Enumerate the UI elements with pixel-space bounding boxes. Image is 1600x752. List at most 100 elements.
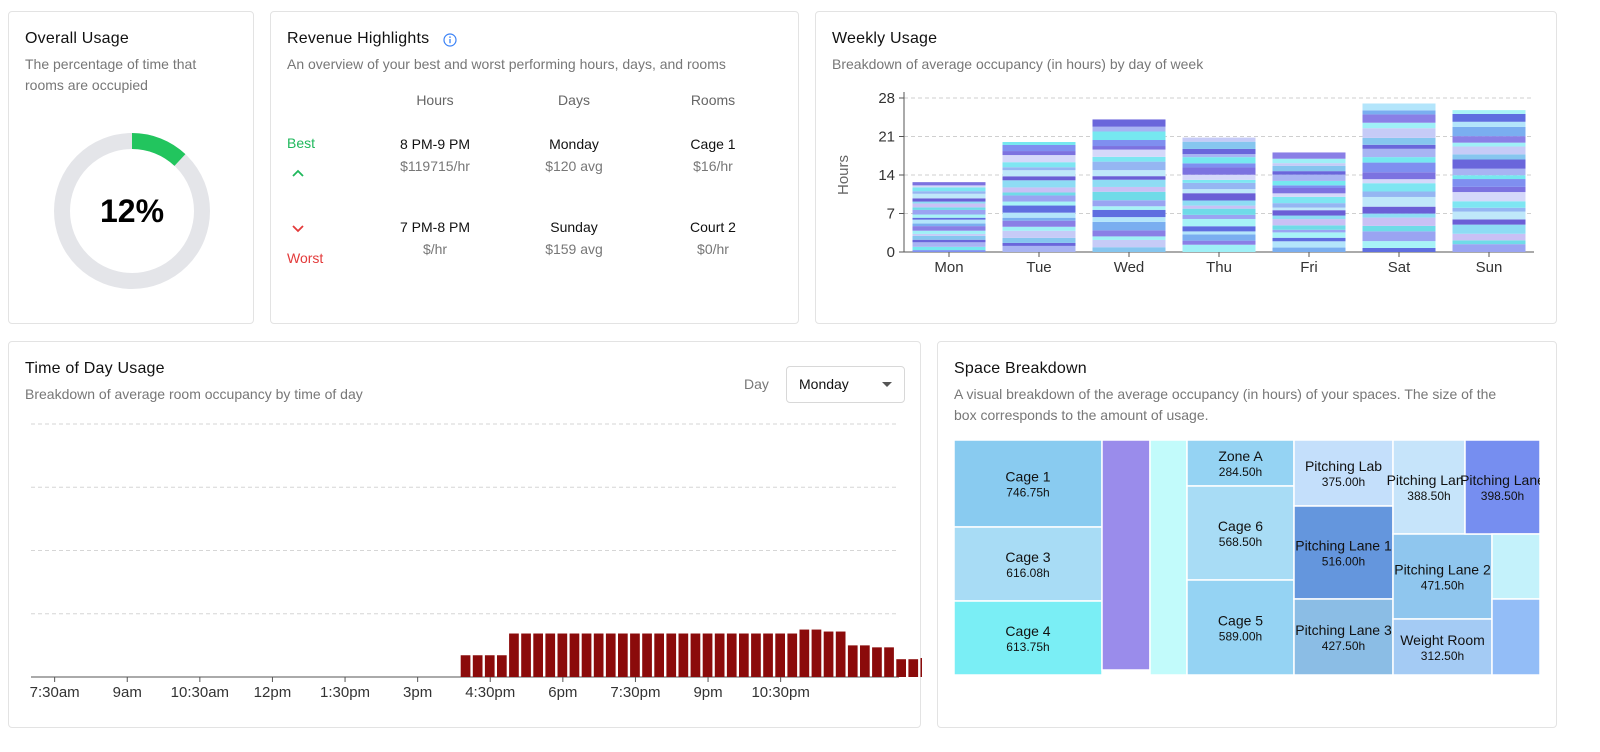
treemap-tile-name: Zone A bbox=[1218, 448, 1263, 464]
weekly-bar-segment bbox=[1272, 163, 1346, 166]
weekly-bar-segment bbox=[1272, 185, 1346, 188]
weekly-bar-segment bbox=[1272, 174, 1346, 181]
tod-bar bbox=[630, 633, 640, 677]
tod-bar bbox=[860, 645, 870, 677]
weekly-bar-segment bbox=[1002, 237, 1076, 243]
treemap-tile-name: Cage 4 bbox=[1005, 623, 1050, 639]
weekly-usage-subtitle: Breakdown of average occupancy (in hours… bbox=[832, 56, 1204, 72]
weekly-bar-segment bbox=[1362, 225, 1436, 232]
weekly-bar-segment bbox=[1182, 205, 1256, 209]
weekly-bar-segment bbox=[912, 209, 986, 215]
worst-label: Worst bbox=[287, 250, 324, 266]
weekly-bar-segment bbox=[1002, 195, 1076, 202]
best-rooms-cell: Cage 1 $16/hr bbox=[653, 136, 773, 174]
time-of-day-title: Time of Day Usage bbox=[25, 360, 165, 377]
weekly-bar-segment bbox=[1092, 179, 1166, 187]
weekly-bar-segment bbox=[1362, 172, 1436, 180]
space-breakdown-card: Space Breakdown A visual breakdown of th… bbox=[937, 341, 1557, 728]
weekly-bar-segment bbox=[1362, 157, 1436, 163]
treemap-tile-value: 516.00h bbox=[1322, 555, 1365, 569]
treemap-tile-value: 471.50h bbox=[1421, 579, 1464, 593]
space-breakdown-subtitle: A visual breakdown of the average occupa… bbox=[954, 384, 1496, 426]
treemap-tile-rect bbox=[1464, 440, 1540, 535]
weekly-bar-segment bbox=[912, 214, 986, 218]
treemap-tile-rect bbox=[1186, 579, 1295, 675]
tod-bar bbox=[775, 633, 785, 677]
weekly-bar-segment bbox=[912, 201, 986, 204]
day-select[interactable]: Monday bbox=[786, 366, 905, 403]
weekly-bar-segment bbox=[1092, 209, 1166, 218]
tod-bar bbox=[751, 633, 761, 677]
weekly-bar-segment bbox=[1362, 241, 1436, 248]
weekly-bar-segment bbox=[1452, 113, 1526, 122]
tod-bar bbox=[472, 655, 483, 677]
weekly-bar-segment bbox=[1182, 189, 1256, 194]
tod-bar bbox=[533, 633, 543, 677]
weekly-x-tick-label: Sun bbox=[1476, 259, 1503, 276]
donut-fill bbox=[54, 133, 210, 289]
tod-bar bbox=[726, 633, 737, 677]
weekly-bar-segment bbox=[1182, 163, 1256, 168]
tod-bar bbox=[557, 633, 568, 677]
treemap-tile bbox=[1101, 440, 1151, 671]
weekly-bar-segment bbox=[1452, 175, 1526, 180]
weekly-bar-segment bbox=[1272, 207, 1346, 211]
weekly-bar-segment bbox=[1272, 196, 1346, 204]
weekly-bar-segment bbox=[1002, 162, 1076, 168]
weekly-bar-segment bbox=[1452, 142, 1526, 147]
treemap-tile-value: 568.50h bbox=[1219, 535, 1262, 549]
weekly-x-tick-label: Mon bbox=[934, 259, 963, 276]
weekly-usage-card: Weekly Usage Breakdown of average occupa… bbox=[815, 11, 1557, 324]
worst-hours-cell: 7 PM-8 PM $/hr bbox=[375, 219, 495, 257]
weekly-bar-segment bbox=[1182, 137, 1256, 142]
usage-percent: 12% bbox=[99, 192, 165, 229]
tod-bar bbox=[666, 633, 677, 677]
weekly-bar-segment bbox=[1182, 148, 1256, 155]
treemap-tile-name: Cage 6 bbox=[1218, 518, 1263, 534]
weekly-bar-segment bbox=[1182, 231, 1256, 235]
weekly-bar-segment bbox=[1002, 151, 1076, 156]
caret-down-icon bbox=[882, 382, 892, 387]
weekly-bar-segment bbox=[1092, 230, 1166, 237]
tod-bar bbox=[835, 631, 846, 677]
weekly-bar-segment bbox=[1092, 119, 1166, 127]
tod-bar bbox=[545, 633, 556, 677]
weekly-bar-segment bbox=[1362, 196, 1436, 207]
weekly-bar-segment bbox=[1452, 121, 1526, 127]
tod-x-tick-label: 4:30pm bbox=[465, 684, 515, 701]
weekly-bar-segment bbox=[1182, 208, 1256, 215]
tod-bar bbox=[811, 629, 822, 677]
worst-days-value: Sunday bbox=[550, 219, 598, 235]
weekly-x-tick-label: Fri bbox=[1300, 259, 1318, 276]
treemap-tile-name: Pitching Lane bbox=[1387, 472, 1472, 488]
column-header-days: Days bbox=[558, 92, 590, 108]
worst-rooms-value: Court 2 bbox=[690, 219, 736, 235]
weekly-bar-segment bbox=[1182, 193, 1256, 201]
weekly-bar-segment bbox=[912, 185, 986, 188]
weekly-y-tick-label: 21 bbox=[878, 129, 895, 146]
treemap-tile-rect bbox=[1186, 485, 1295, 581]
treemap-tile-rect bbox=[1293, 505, 1394, 600]
tod-bar bbox=[872, 647, 882, 677]
treemap-tile-value: 388.50h bbox=[1407, 489, 1450, 503]
weekly-bar-segment bbox=[912, 235, 986, 240]
treemap-tile-value: 613.75h bbox=[1006, 640, 1049, 654]
weekly-bar-segment bbox=[1272, 165, 1346, 172]
weekly-bar-segment bbox=[912, 217, 986, 220]
weekly-bar-segment bbox=[1452, 244, 1526, 252]
weekly-bar-segment bbox=[1452, 146, 1526, 155]
worst-hours-value: 7 PM-8 PM bbox=[399, 219, 470, 235]
time-of-day-card: Time of Day Usage Breakdown of average r… bbox=[8, 341, 922, 728]
treemap-tile-rect bbox=[1149, 440, 1188, 675]
weekly-bar-segment bbox=[1182, 182, 1256, 190]
treemap-tile-value: 427.50h bbox=[1322, 639, 1365, 653]
weekly-bar-segment bbox=[1362, 103, 1436, 111]
info-icon[interactable] bbox=[443, 33, 457, 47]
weekly-bar-segment bbox=[1362, 179, 1436, 184]
weekly-bar-segment bbox=[1002, 242, 1076, 246]
tod-bar bbox=[569, 633, 580, 677]
